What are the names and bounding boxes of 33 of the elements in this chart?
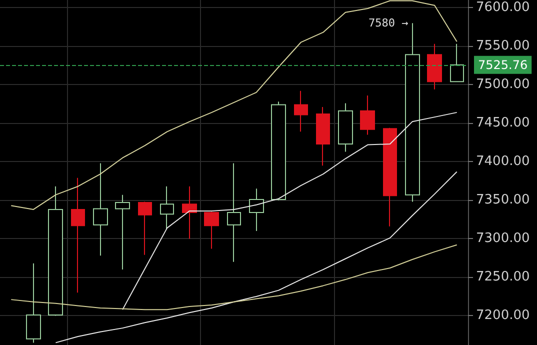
y-tick-label: 7250.00	[476, 270, 530, 285]
y-tick-label: 7300.00	[476, 231, 530, 246]
candlestick	[182, 186, 197, 240]
annotation: 7580 →	[368, 16, 409, 30]
candlestick	[249, 188, 264, 232]
y-tick-label: 7600.00	[476, 0, 530, 16]
candlestick	[316, 106, 330, 166]
candlestick	[271, 101, 286, 201]
candlestick	[160, 186, 174, 230]
line-series	[10, 0, 458, 210]
line-series	[55, 171, 458, 344]
candlestick	[93, 162, 108, 256]
line-series	[122, 112, 458, 310]
candlestick	[383, 127, 397, 227]
candlestick	[115, 194, 130, 270]
y-tick-label: 7400.00	[476, 154, 530, 170]
candlestick	[450, 43, 464, 82]
candlestick	[294, 90, 308, 132]
y-tick-label: 7200.00	[476, 308, 530, 324]
y-tick-label: 7450.00	[476, 116, 530, 131]
candlestick	[48, 186, 63, 316]
y-tick-label: 7550.00	[476, 38, 530, 54]
candlestick	[338, 102, 353, 152]
y-tick-label: 7350.00	[476, 192, 530, 208]
candlestick	[427, 43, 442, 90]
ref-line-label: 7525.76	[478, 58, 528, 72]
candlestick	[204, 211, 219, 250]
candlestick	[71, 177, 85, 294]
candlestick	[360, 94, 375, 136]
candlestick	[138, 201, 152, 256]
y-tick-label: 7500.00	[476, 77, 530, 92]
candlestick	[227, 162, 241, 262]
line-series	[10, 244, 458, 310]
